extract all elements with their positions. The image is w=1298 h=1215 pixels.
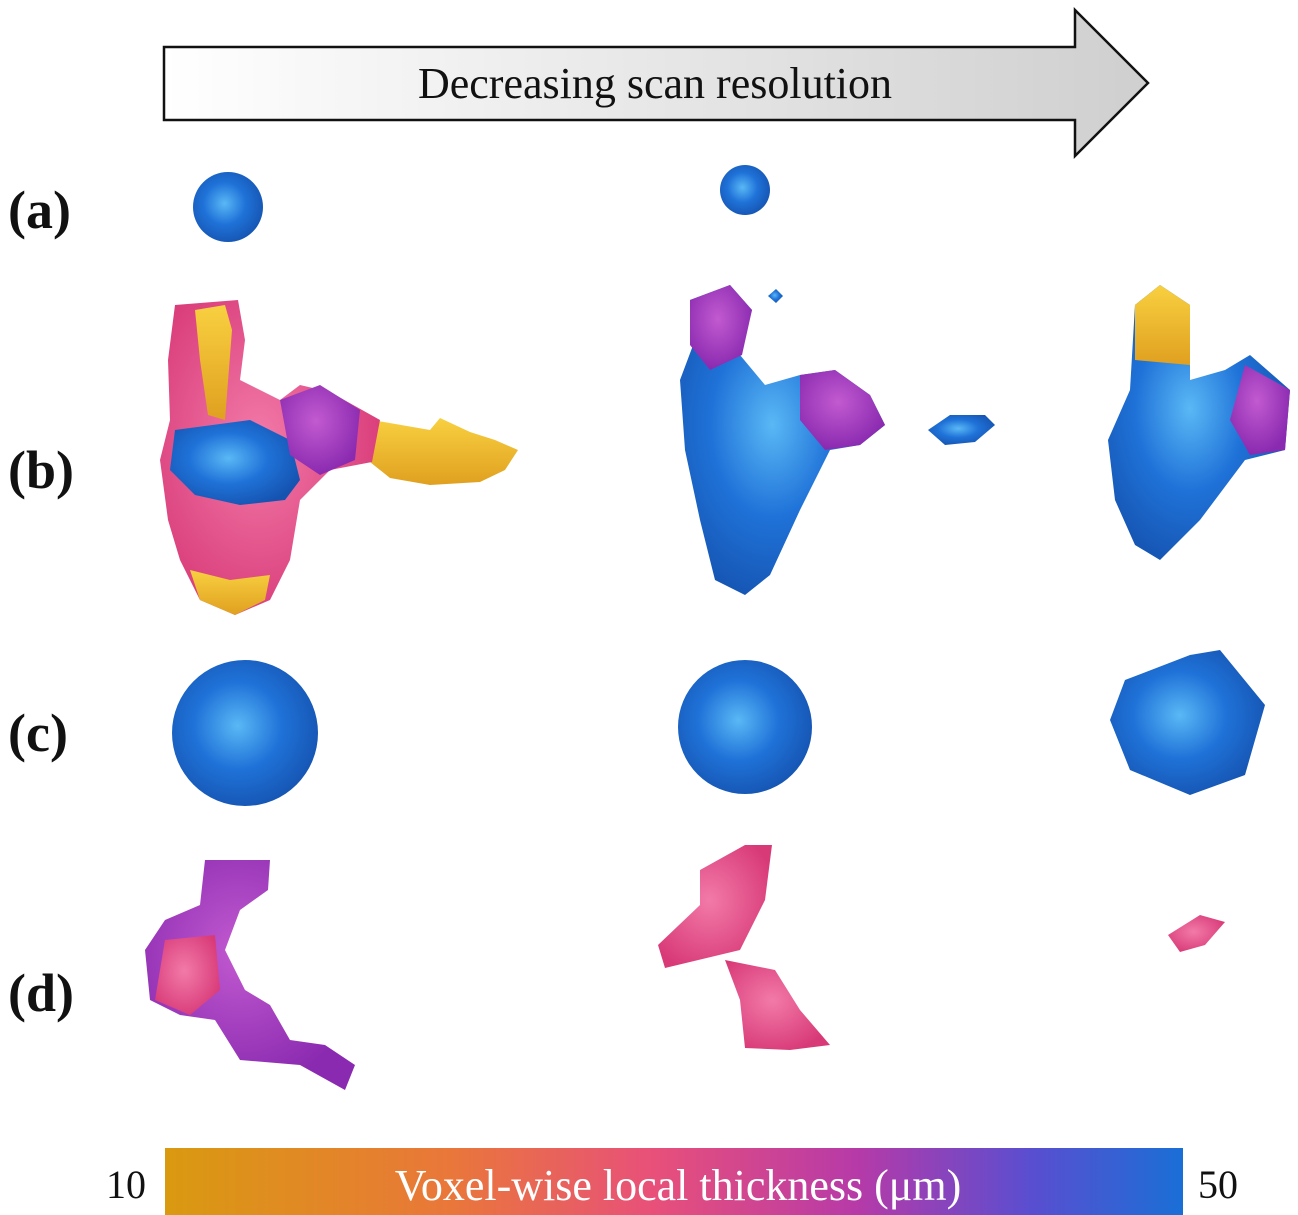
figure: Decreasing scan resolution (a) (b) (c) (…: [0, 0, 1298, 1215]
pore: [720, 165, 770, 215]
pore: [1135, 285, 1190, 365]
pore: [172, 660, 318, 806]
colorbar-label: Voxel-wise local thickness (μm): [395, 1161, 962, 1210]
pore: [193, 172, 263, 242]
colorbar-min: 10: [106, 1162, 146, 1207]
row-label: (a): [8, 180, 71, 240]
pore: [1168, 915, 1225, 952]
arrow-text: Decreasing scan resolution: [418, 59, 892, 108]
row-label: (b): [8, 440, 74, 500]
pore: [370, 418, 518, 485]
pore: [768, 289, 783, 303]
row-label: (c): [8, 703, 68, 763]
pore: [928, 415, 995, 445]
pore: [678, 660, 812, 794]
pore: [658, 845, 772, 968]
colorbar-max: 50: [1198, 1162, 1238, 1207]
pore: [725, 960, 830, 1050]
pore: [1110, 650, 1265, 795]
row-label: (d): [8, 963, 74, 1023]
